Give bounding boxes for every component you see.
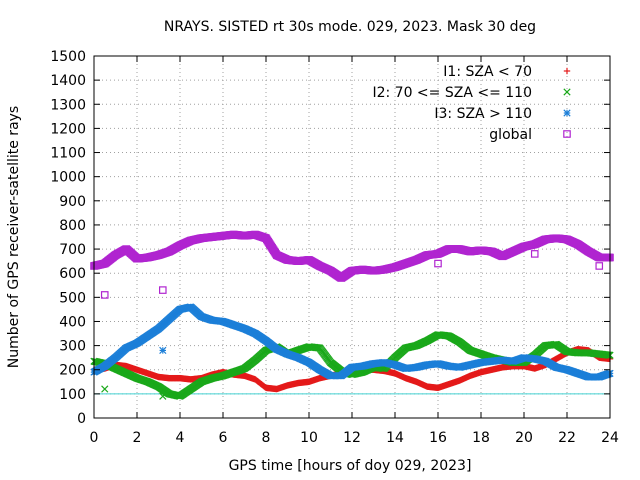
y-tick-label: 0: [77, 411, 86, 427]
y-tick-label: 1100: [50, 146, 86, 162]
x-axis-label: GPS time [hours of doy 029, 2023]: [229, 458, 472, 474]
series-i1-sza-70: [90, 346, 614, 393]
y-tick-label: 500: [59, 290, 86, 306]
legend-marker: [563, 109, 571, 117]
x-tick-label: 8: [262, 430, 271, 446]
x-tick-label: 20: [515, 430, 533, 446]
y-tick-label: 1400: [50, 73, 86, 89]
y-tick-label: 200: [59, 363, 86, 379]
y-tick-label: 600: [59, 266, 86, 282]
y-tick-label: 800: [59, 218, 86, 234]
x-tick-label: 12: [343, 430, 361, 446]
series-layer: [90, 230, 614, 400]
x-tick-label: 14: [386, 430, 404, 446]
y-axis-label: Number of GPS receiver-satellite rays: [6, 106, 22, 368]
legend-item-i3-sza-110: I3: SZA > 110: [434, 106, 571, 122]
outlier-point: [595, 262, 604, 270]
y-tick-label: 400: [59, 314, 86, 330]
x-tick-label: 22: [558, 430, 576, 446]
legend-marker: [563, 67, 571, 75]
legend-item-i1-sza-70: I1: SZA < 70: [443, 64, 571, 80]
outlier-point: [530, 250, 539, 258]
legend-label: I2: 70 <= SZA <= 110: [372, 85, 532, 101]
legend-label: global: [489, 127, 532, 143]
legend-label: I1: SZA < 70: [443, 64, 532, 80]
y-tick-label: 900: [59, 194, 86, 210]
legend-marker: [563, 88, 571, 96]
x-tick-label: 18: [472, 430, 490, 446]
outlier-point: [434, 259, 442, 268]
outlier-point: [159, 286, 167, 294]
x-tick-label: 2: [133, 430, 142, 446]
y-tick-label: 1500: [50, 49, 86, 65]
chart-title: NRAYS. SISTED rt 30s mode. 029, 2023. Ma…: [164, 19, 536, 35]
x-tick-label: 16: [429, 430, 447, 446]
legend: I1: SZA < 70 I2: 70 <= SZA <= 110 I3: SZA …: [372, 64, 571, 143]
x-tick-label: 4: [176, 430, 185, 446]
legend-label: I3: SZA > 110: [434, 106, 532, 122]
legend-item-global: global: [489, 127, 571, 143]
y-tick-label: 1000: [50, 170, 86, 186]
y-tick-label: 300: [59, 339, 86, 355]
y-tick-label: 100: [59, 387, 86, 403]
legend-item-i2-70-sza-110: I2: 70 <= SZA <= 110: [372, 85, 571, 101]
x-tick-label: 6: [219, 430, 228, 446]
y-tick-label: 1200: [50, 121, 86, 137]
x-tick-label: 24: [601, 430, 619, 446]
x-tick-label: 10: [300, 430, 318, 446]
outlier-point: [159, 346, 167, 355]
outlier-point: [101, 385, 109, 393]
y-tick-label: 700: [59, 242, 86, 258]
x-tick-label: 0: [90, 430, 99, 446]
y-tick-label: 1300: [50, 97, 86, 113]
